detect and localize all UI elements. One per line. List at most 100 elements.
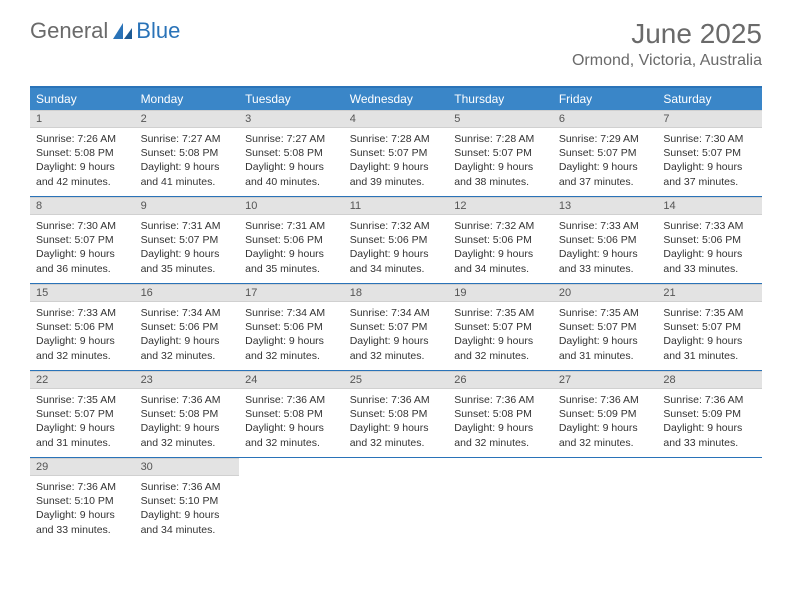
day-number: 26	[448, 371, 553, 389]
calendar: Sunday Monday Tuesday Wednesday Thursday…	[30, 86, 762, 544]
day-info: Sunrise: 7:35 AMSunset: 5:07 PMDaylight:…	[657, 302, 762, 363]
day-number: 20	[553, 284, 658, 302]
calendar-cell: 24Sunrise: 7:36 AMSunset: 5:08 PMDayligh…	[239, 371, 344, 457]
calendar-cell: 6Sunrise: 7:29 AMSunset: 5:07 PMDaylight…	[553, 110, 658, 196]
day-info: Sunrise: 7:34 AMSunset: 5:06 PMDaylight:…	[239, 302, 344, 363]
day-number: 15	[30, 284, 135, 302]
title-block: June 2025 Ormond, Victoria, Australia	[572, 18, 762, 70]
day-info: Sunrise: 7:36 AMSunset: 5:10 PMDaylight:…	[30, 476, 135, 537]
day-info: Sunrise: 7:36 AMSunset: 5:08 PMDaylight:…	[344, 389, 449, 450]
calendar-week: 8Sunrise: 7:30 AMSunset: 5:07 PMDaylight…	[30, 197, 762, 284]
calendar-cell: 25Sunrise: 7:36 AMSunset: 5:08 PMDayligh…	[344, 371, 449, 457]
day-info: Sunrise: 7:32 AMSunset: 5:06 PMDaylight:…	[344, 215, 449, 276]
day-info: Sunrise: 7:31 AMSunset: 5:07 PMDaylight:…	[135, 215, 240, 276]
day-number: 11	[344, 197, 449, 215]
day-info: Sunrise: 7:34 AMSunset: 5:06 PMDaylight:…	[135, 302, 240, 363]
day-info: Sunrise: 7:33 AMSunset: 5:06 PMDaylight:…	[30, 302, 135, 363]
day-header-row: Sunday Monday Tuesday Wednesday Thursday…	[30, 88, 762, 110]
calendar-cell: 11Sunrise: 7:32 AMSunset: 5:06 PMDayligh…	[344, 197, 449, 283]
day-info: Sunrise: 7:36 AMSunset: 5:08 PMDaylight:…	[239, 389, 344, 450]
day-number: 17	[239, 284, 344, 302]
day-info: Sunrise: 7:31 AMSunset: 5:06 PMDaylight:…	[239, 215, 344, 276]
day-info: Sunrise: 7:29 AMSunset: 5:07 PMDaylight:…	[553, 128, 658, 189]
calendar-cell: 13Sunrise: 7:33 AMSunset: 5:06 PMDayligh…	[553, 197, 658, 283]
day-header: Saturday	[657, 88, 762, 110]
day-number: 5	[448, 110, 553, 128]
logo-text-2: Blue	[136, 18, 180, 44]
calendar-cell	[344, 458, 449, 544]
calendar-cell: 29Sunrise: 7:36 AMSunset: 5:10 PMDayligh…	[30, 458, 135, 544]
calendar-cell: 1Sunrise: 7:26 AMSunset: 5:08 PMDaylight…	[30, 110, 135, 196]
day-number: 19	[448, 284, 553, 302]
day-info: Sunrise: 7:36 AMSunset: 5:08 PMDaylight:…	[448, 389, 553, 450]
day-number: 9	[135, 197, 240, 215]
day-number: 1	[30, 110, 135, 128]
day-number: 8	[30, 197, 135, 215]
calendar-cell: 18Sunrise: 7:34 AMSunset: 5:07 PMDayligh…	[344, 284, 449, 370]
day-number: 30	[135, 458, 240, 476]
day-header: Thursday	[448, 88, 553, 110]
calendar-cell: 16Sunrise: 7:34 AMSunset: 5:06 PMDayligh…	[135, 284, 240, 370]
day-info: Sunrise: 7:35 AMSunset: 5:07 PMDaylight:…	[30, 389, 135, 450]
calendar-week: 15Sunrise: 7:33 AMSunset: 5:06 PMDayligh…	[30, 284, 762, 371]
day-info: Sunrise: 7:30 AMSunset: 5:07 PMDaylight:…	[30, 215, 135, 276]
day-number: 2	[135, 110, 240, 128]
day-info: Sunrise: 7:30 AMSunset: 5:07 PMDaylight:…	[657, 128, 762, 189]
calendar-body: 1Sunrise: 7:26 AMSunset: 5:08 PMDaylight…	[30, 110, 762, 544]
day-number: 24	[239, 371, 344, 389]
calendar-cell: 2Sunrise: 7:27 AMSunset: 5:08 PMDaylight…	[135, 110, 240, 196]
day-info: Sunrise: 7:28 AMSunset: 5:07 PMDaylight:…	[344, 128, 449, 189]
day-header: Friday	[553, 88, 658, 110]
day-number: 10	[239, 197, 344, 215]
calendar-cell: 8Sunrise: 7:30 AMSunset: 5:07 PMDaylight…	[30, 197, 135, 283]
day-number: 6	[553, 110, 658, 128]
day-header: Monday	[135, 88, 240, 110]
calendar-cell: 21Sunrise: 7:35 AMSunset: 5:07 PMDayligh…	[657, 284, 762, 370]
logo-text-1: General	[30, 18, 108, 44]
day-info: Sunrise: 7:36 AMSunset: 5:09 PMDaylight:…	[553, 389, 658, 450]
calendar-week: 22Sunrise: 7:35 AMSunset: 5:07 PMDayligh…	[30, 371, 762, 458]
day-info: Sunrise: 7:27 AMSunset: 5:08 PMDaylight:…	[135, 128, 240, 189]
calendar-cell: 26Sunrise: 7:36 AMSunset: 5:08 PMDayligh…	[448, 371, 553, 457]
calendar-cell: 14Sunrise: 7:33 AMSunset: 5:06 PMDayligh…	[657, 197, 762, 283]
day-number: 25	[344, 371, 449, 389]
day-header: Wednesday	[344, 88, 449, 110]
calendar-cell: 3Sunrise: 7:27 AMSunset: 5:08 PMDaylight…	[239, 110, 344, 196]
day-number: 28	[657, 371, 762, 389]
day-number: 29	[30, 458, 135, 476]
logo: General Blue	[30, 18, 180, 44]
calendar-cell	[657, 458, 762, 544]
day-info: Sunrise: 7:34 AMSunset: 5:07 PMDaylight:…	[344, 302, 449, 363]
page-title: June 2025	[572, 18, 762, 50]
day-info: Sunrise: 7:36 AMSunset: 5:08 PMDaylight:…	[135, 389, 240, 450]
calendar-cell	[553, 458, 658, 544]
day-number: 16	[135, 284, 240, 302]
day-number: 18	[344, 284, 449, 302]
day-number: 3	[239, 110, 344, 128]
calendar-cell: 28Sunrise: 7:36 AMSunset: 5:09 PMDayligh…	[657, 371, 762, 457]
header: General Blue June 2025 Ormond, Victoria,…	[0, 0, 792, 78]
calendar-cell: 10Sunrise: 7:31 AMSunset: 5:06 PMDayligh…	[239, 197, 344, 283]
calendar-cell: 23Sunrise: 7:36 AMSunset: 5:08 PMDayligh…	[135, 371, 240, 457]
day-number: 27	[553, 371, 658, 389]
calendar-cell: 30Sunrise: 7:36 AMSunset: 5:10 PMDayligh…	[135, 458, 240, 544]
calendar-week: 1Sunrise: 7:26 AMSunset: 5:08 PMDaylight…	[30, 110, 762, 197]
day-number: 7	[657, 110, 762, 128]
calendar-cell: 9Sunrise: 7:31 AMSunset: 5:07 PMDaylight…	[135, 197, 240, 283]
calendar-cell: 22Sunrise: 7:35 AMSunset: 5:07 PMDayligh…	[30, 371, 135, 457]
day-info: Sunrise: 7:28 AMSunset: 5:07 PMDaylight:…	[448, 128, 553, 189]
calendar-cell: 15Sunrise: 7:33 AMSunset: 5:06 PMDayligh…	[30, 284, 135, 370]
day-info: Sunrise: 7:32 AMSunset: 5:06 PMDaylight:…	[448, 215, 553, 276]
day-number: 23	[135, 371, 240, 389]
calendar-cell	[239, 458, 344, 544]
calendar-cell: 5Sunrise: 7:28 AMSunset: 5:07 PMDaylight…	[448, 110, 553, 196]
calendar-cell: 17Sunrise: 7:34 AMSunset: 5:06 PMDayligh…	[239, 284, 344, 370]
day-info: Sunrise: 7:36 AMSunset: 5:09 PMDaylight:…	[657, 389, 762, 450]
day-info: Sunrise: 7:27 AMSunset: 5:08 PMDaylight:…	[239, 128, 344, 189]
day-info: Sunrise: 7:26 AMSunset: 5:08 PMDaylight:…	[30, 128, 135, 189]
calendar-cell: 27Sunrise: 7:36 AMSunset: 5:09 PMDayligh…	[553, 371, 658, 457]
logo-sail-icon	[112, 22, 134, 40]
day-info: Sunrise: 7:36 AMSunset: 5:10 PMDaylight:…	[135, 476, 240, 537]
calendar-week: 29Sunrise: 7:36 AMSunset: 5:10 PMDayligh…	[30, 458, 762, 544]
calendar-cell: 4Sunrise: 7:28 AMSunset: 5:07 PMDaylight…	[344, 110, 449, 196]
